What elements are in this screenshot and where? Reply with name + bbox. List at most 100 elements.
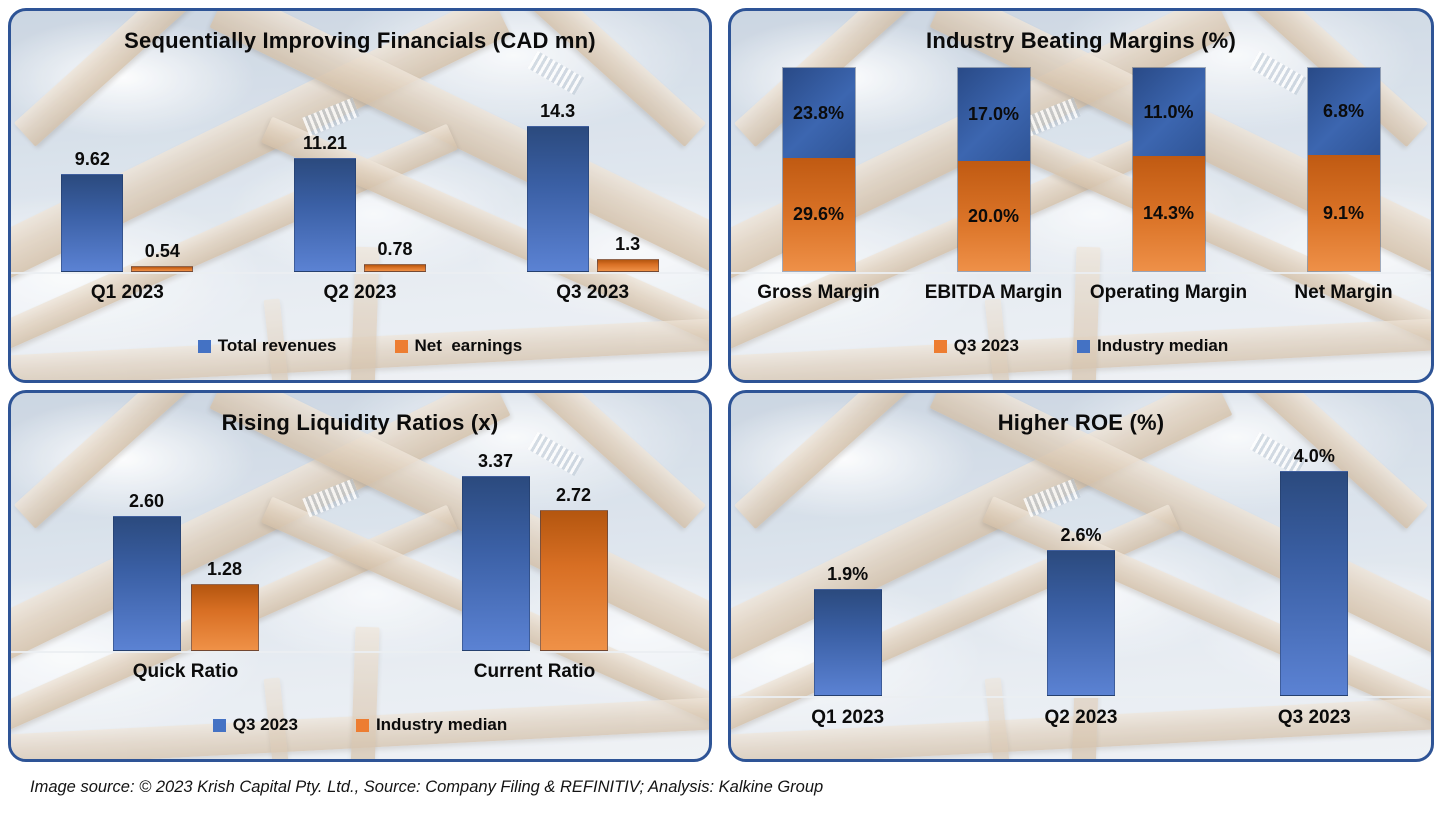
bar-group-q3-2023: 4.0% <box>1198 436 1431 696</box>
legend-label: Q3 2023 <box>953 336 1019 355</box>
category-axis: Quick Ratio Current Ratio <box>11 653 709 691</box>
bar-segment-q3-2023: 20.0% <box>957 161 1030 271</box>
legend-label: Industry median <box>1096 336 1229 355</box>
bar-roe: 4.0% <box>1280 446 1349 696</box>
category-axis: Q1 2023 Q2 2023 Q3 2023 <box>11 274 709 312</box>
chart-legend: Total revenues Net earnings <box>11 312 709 380</box>
stacked-bar-operating-margin: 11.0% 14.3% <box>1131 67 1206 272</box>
stacked-bar-net-margin: 6.8% 9.1% <box>1306 67 1381 272</box>
bar-group-ebitda-margin: 17.0% 20.0% <box>906 54 1081 272</box>
bar-group-net-margin: 6.8% 9.1% <box>1256 54 1431 272</box>
value-label: 1.3 <box>615 234 641 254</box>
legend-swatch-orange <box>355 718 369 732</box>
bar-segment-q3-2023: 14.3% <box>1132 156 1205 271</box>
legend-swatch-blue <box>1076 339 1090 353</box>
chart-title: Industry Beating Margins (%) <box>926 28 1236 53</box>
bar-segment-q3-2023: 29.6% <box>782 158 855 271</box>
legend-item-q3-2023: Q3 2023 <box>933 336 1019 356</box>
legend-item-industry-median: Industry median <box>1076 336 1229 356</box>
bar-group-q1-2023: 1.9% <box>731 436 964 696</box>
stacked-bar-ebitda-margin: 17.0% 20.0% <box>956 67 1031 272</box>
bar-roe: 1.9% <box>813 564 882 696</box>
bar-industry-median: 2.72 <box>539 485 608 651</box>
stacked-bar-gross-margin: 23.8% 29.6% <box>781 67 856 272</box>
bar-total-revenues: 9.62 <box>61 149 124 272</box>
legend-swatch-blue <box>212 718 226 732</box>
category-label: Q3 2023 <box>1277 707 1351 728</box>
value-label: 14.3 <box>540 101 576 121</box>
bar-net-earnings: 0.78 <box>364 239 426 272</box>
value-label: 9.1% <box>1322 202 1365 223</box>
category-axis: Gross Margin EBITDA Margin Operating Margi… <box>731 274 1431 312</box>
value-label: 2.72 <box>555 485 592 505</box>
bar-segment-industry-median: 23.8% <box>782 68 855 159</box>
value-label: 0.78 <box>377 239 413 259</box>
legend-label: Q3 2023 <box>232 715 298 734</box>
legend-item-total-revenues: Total revenues <box>197 336 337 356</box>
bar-group-quick-ratio: 2.60 1.28 <box>11 431 360 651</box>
value-label: 17.0% <box>967 104 1020 125</box>
value-label: 14.3% <box>1142 203 1195 224</box>
bar-segment-industry-median: 11.0% <box>1132 68 1205 157</box>
value-label: 20.0% <box>967 205 1020 226</box>
value-label: 3.37 <box>477 451 514 471</box>
bar-net-earnings: 0.54 <box>131 241 194 272</box>
panel-liquidity-ratios: Rising Liquidity Ratios (x) 2.60 1.28 3.37… <box>8 390 712 762</box>
bar-roe: 2.6% <box>1046 525 1115 696</box>
value-label: 1.28 <box>206 559 243 579</box>
bar-segment-q3-2023: 9.1% <box>1307 155 1380 271</box>
bar-segment-industry-median: 17.0% <box>957 68 1030 162</box>
category-label: Gross Margin <box>757 282 880 303</box>
bar-group-q2-2023: 11.21 0.78 <box>244 54 477 272</box>
category-label: Q1 2023 <box>811 707 885 728</box>
value-label: 2.6% <box>1060 525 1102 545</box>
bar-group-current-ratio: 3.37 2.72 <box>360 431 709 651</box>
chart-legend: Q3 2023 Industry median <box>11 691 709 759</box>
category-label: Operating Margin <box>1089 282 1248 303</box>
chart-legend: Q3 2023 Industry median <box>731 312 1431 380</box>
legend-label: Net earnings <box>414 336 523 355</box>
value-label: 23.8% <box>792 102 845 123</box>
chart-title: Sequentially Improving Financials (CAD m… <box>124 28 596 53</box>
legend-swatch-blue <box>197 339 211 353</box>
legend-label: Total revenues <box>217 336 337 355</box>
chart-title: Higher ROE (%) <box>997 410 1165 435</box>
bar-group-q2-2023: 2.6% <box>964 436 1197 696</box>
charts-grid: Sequentially Improving Financials (CAD m… <box>8 8 1434 762</box>
category-label: Q2 2023 <box>323 282 397 303</box>
plot-area: 1.9% 2.6% 4.0% <box>731 436 1431 698</box>
value-label: 11.21 <box>302 133 348 153</box>
bar-q3-2023: 3.37 <box>461 451 530 651</box>
legend-label: Industry median <box>375 715 508 734</box>
value-label: 0.54 <box>144 241 180 261</box>
category-label: Quick Ratio <box>132 661 239 682</box>
category-label: Net Margin <box>1294 282 1393 303</box>
value-label: 9.62 <box>74 149 110 169</box>
legend-swatch-orange <box>933 339 947 353</box>
category-label: Q2 2023 <box>1044 707 1118 728</box>
bar-net-earnings: 1.3 <box>596 234 659 272</box>
bar-segment-industry-median: 6.8% <box>1307 68 1380 156</box>
value-label: 2.60 <box>128 491 165 511</box>
panel-sequential-financials: Sequentially Improving Financials (CAD m… <box>8 8 712 383</box>
bar-total-revenues: 14.3 <box>526 101 589 272</box>
category-axis: Q1 2023 Q2 2023 Q3 2023 <box>731 698 1431 738</box>
category-label: EBITDA Margin <box>924 282 1063 303</box>
source-note: Image source: © 2023 Krish Capital Pty. … <box>30 778 824 796</box>
bar-group-q1-2023: 9.62 0.54 <box>11 54 244 272</box>
plot-area: 2.60 1.28 3.37 2.72 <box>11 431 709 653</box>
bar-group-q3-2023: 14.3 1.3 <box>476 54 709 272</box>
panel-industry-margins: Industry Beating Margins (%) 23.8% 29.6% 1… <box>728 8 1434 383</box>
legend-item-net-earnings: Net earnings <box>394 336 523 356</box>
bar-industry-median: 1.28 <box>190 559 259 651</box>
panel-higher-roe: Higher ROE (%) 1.9% 2.6% 4.0% Q1 2023 Q2 20… <box>728 390 1434 762</box>
background-photo <box>11 11 709 380</box>
category-label: Current Ratio <box>473 661 596 682</box>
legend-item-industry-median: Industry median <box>355 715 508 735</box>
bar-group-gross-margin: 23.8% 29.6% <box>731 54 906 272</box>
value-label: 6.8% <box>1322 101 1365 122</box>
bar-group-operating-margin: 11.0% 14.3% <box>1081 54 1256 272</box>
bar-q3-2023: 2.60 <box>112 491 181 651</box>
legend-swatch-orange <box>394 339 408 353</box>
value-label: 1.9% <box>827 564 869 584</box>
